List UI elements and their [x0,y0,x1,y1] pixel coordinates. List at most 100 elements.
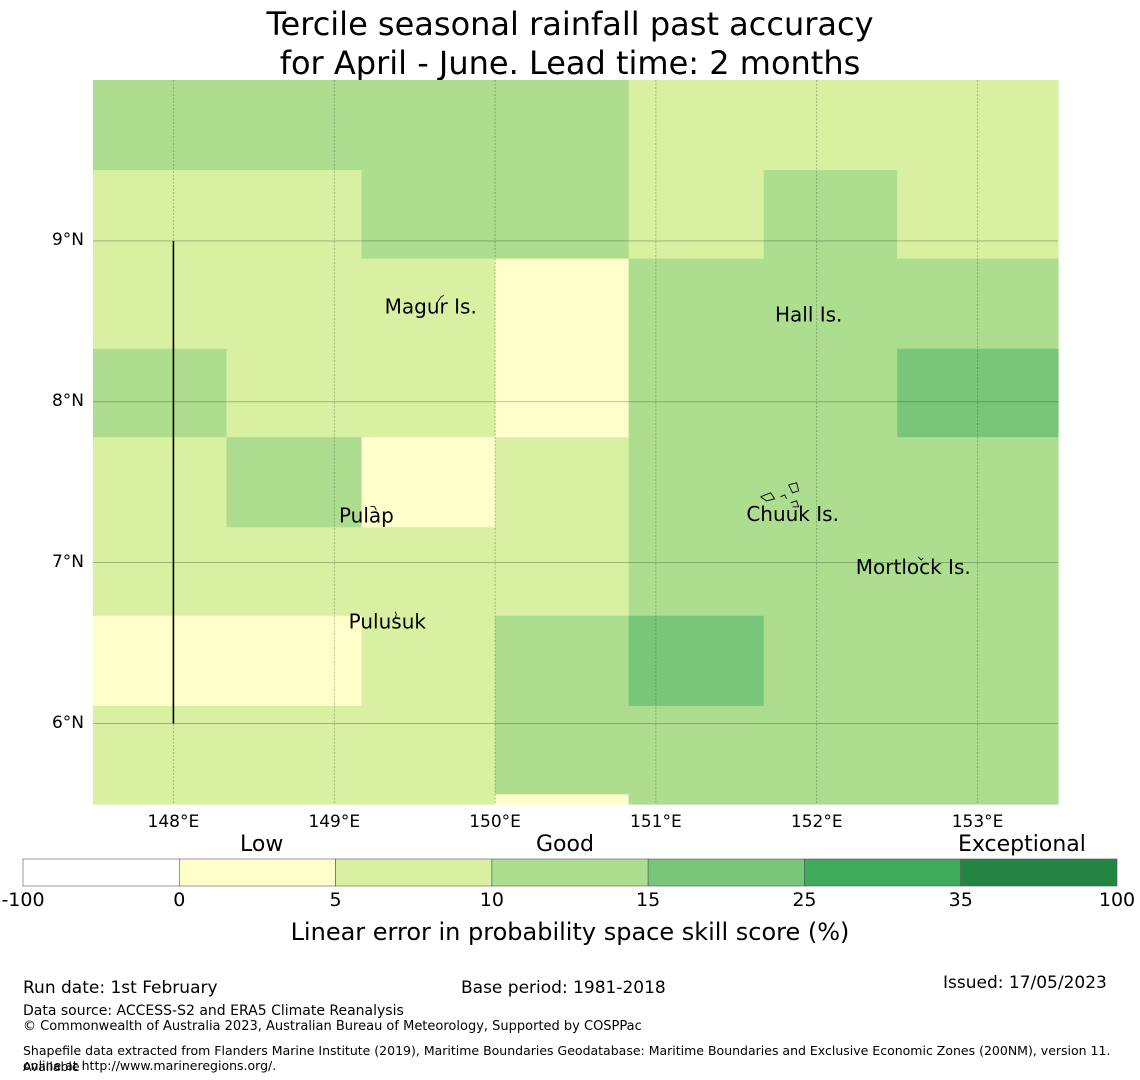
colorbar-bin [335,858,493,887]
grid-cell [1030,170,1059,260]
grid-cell [226,80,363,171]
grid-cell [361,794,496,805]
grid-cell [93,794,228,805]
grid-cell [361,80,496,171]
grid-cell [1030,527,1059,617]
skill-grid [93,80,1059,805]
grid-cell [361,348,496,438]
colorbar-bin [804,858,962,887]
category-good: Good [536,832,594,857]
grid-cell [1030,615,1059,707]
grid-cell [897,80,1032,171]
grid-cell [897,258,1032,350]
grid-cell [763,705,898,795]
map-title-line1: Tercile seasonal rainfall past accuracy [266,5,874,43]
island-outline [760,492,776,502]
colorbar-bin [960,858,1118,887]
island-outline [788,482,800,494]
grid-cell [628,527,765,617]
longitude-label: 151°E [630,812,682,832]
grid-cell [763,527,898,617]
grid-cell [1030,348,1059,438]
run-date: Run date: 1st February [23,978,218,998]
colorbar-label: Linear error in probability space skill … [290,918,850,946]
grid-cell [763,170,898,260]
grid-cell [226,348,363,438]
colorbar-tick-label: 5 [329,889,342,911]
base-period: Base period: 1981-2018 [461,978,666,998]
colorbar-tick-label: 100 [1098,889,1136,911]
grid-cell [897,527,1032,617]
issued-date: Issued: 17/05/2023 [943,973,1107,993]
grid-cell [93,348,228,438]
longitude-label: 150°E [469,812,521,832]
grid-cell [1030,705,1059,795]
island-label: Mortlock Is. [856,555,971,579]
shapefile-credit-line2: online at http://www.marineregions.org/. [23,1058,277,1073]
grid-cell [361,615,496,707]
latitude-label: 9°N [51,229,84,250]
colorbar-bin [22,858,180,887]
grid-cell [361,527,496,617]
island-label: Chuuk Is. [746,502,839,526]
grid-cell [763,348,898,438]
grid-cell [495,615,630,707]
grid-cell [93,170,228,260]
grid-cell [93,527,228,617]
grid-cell [628,258,765,350]
grid-cell [897,705,1032,795]
colorbar-tick-label: 15 [636,889,661,911]
grid-cell [628,615,765,707]
island-outline [436,294,444,304]
grid-cell [897,615,1032,707]
colorbar-tick-label: 0 [173,889,186,911]
grid-cell [628,705,765,795]
grid-cell [897,348,1032,438]
grid-cell [495,80,630,171]
colorbar-tick-label: 35 [948,889,973,911]
copyright: © Commonwealth of Australia 2023, Austra… [23,1019,642,1034]
colorbar-tick-label: -100 [1,889,45,911]
skill-map: Magur Is. Hall Is. Pulap Chuuk Is. Mortlock … [93,80,1059,805]
grid-cell [361,258,496,350]
grid-cell [361,170,496,260]
latitude-label: 6°N [51,712,84,733]
island-label: Hall Is. [775,302,842,326]
longitude-label: 153°E [951,812,1004,832]
colorbar-bin [179,858,336,887]
longitude-label: 152°E [790,812,843,832]
grid-cell [1030,794,1059,805]
island-layer: Magur Is. Hall Is. Pulap Chuuk Is. Mortlock … [339,294,971,633]
grid-cell [897,437,1032,528]
grid-cell [361,705,496,795]
island-label: Pulusuk [349,610,427,634]
island-outline [394,611,397,618]
grid-cell [93,80,228,171]
grid-cell [226,705,363,795]
grid-cell [226,527,363,617]
island-label: Magur Is. [385,294,477,318]
grid-cell [361,437,496,528]
grid-cell [93,258,228,350]
grid-cell [226,258,363,350]
longitude-label: 148°E [147,812,200,832]
colorbar [22,858,1118,887]
island-label: Pulap [339,503,394,527]
grid-cell [1030,258,1059,350]
grid-cell [763,258,898,350]
map-title-line2: for April - June. Lead time: 2 months [279,44,861,82]
grid-cell [495,258,630,350]
grid-cell [628,80,765,171]
grid-cell [628,170,765,260]
grid-cell [226,170,363,260]
grid-cell [628,794,765,805]
grid-cell [226,794,363,805]
grid-cell [628,437,765,528]
data-source: Data source: ACCESS-S2 and ERA5 Climate … [23,1003,404,1019]
grid-cell [93,705,228,795]
grid-cell [763,794,898,805]
grid-cell [93,437,228,528]
island-outline [917,556,924,561]
colorbar-bin [491,858,649,887]
longitude-label: 149°E [308,812,361,832]
